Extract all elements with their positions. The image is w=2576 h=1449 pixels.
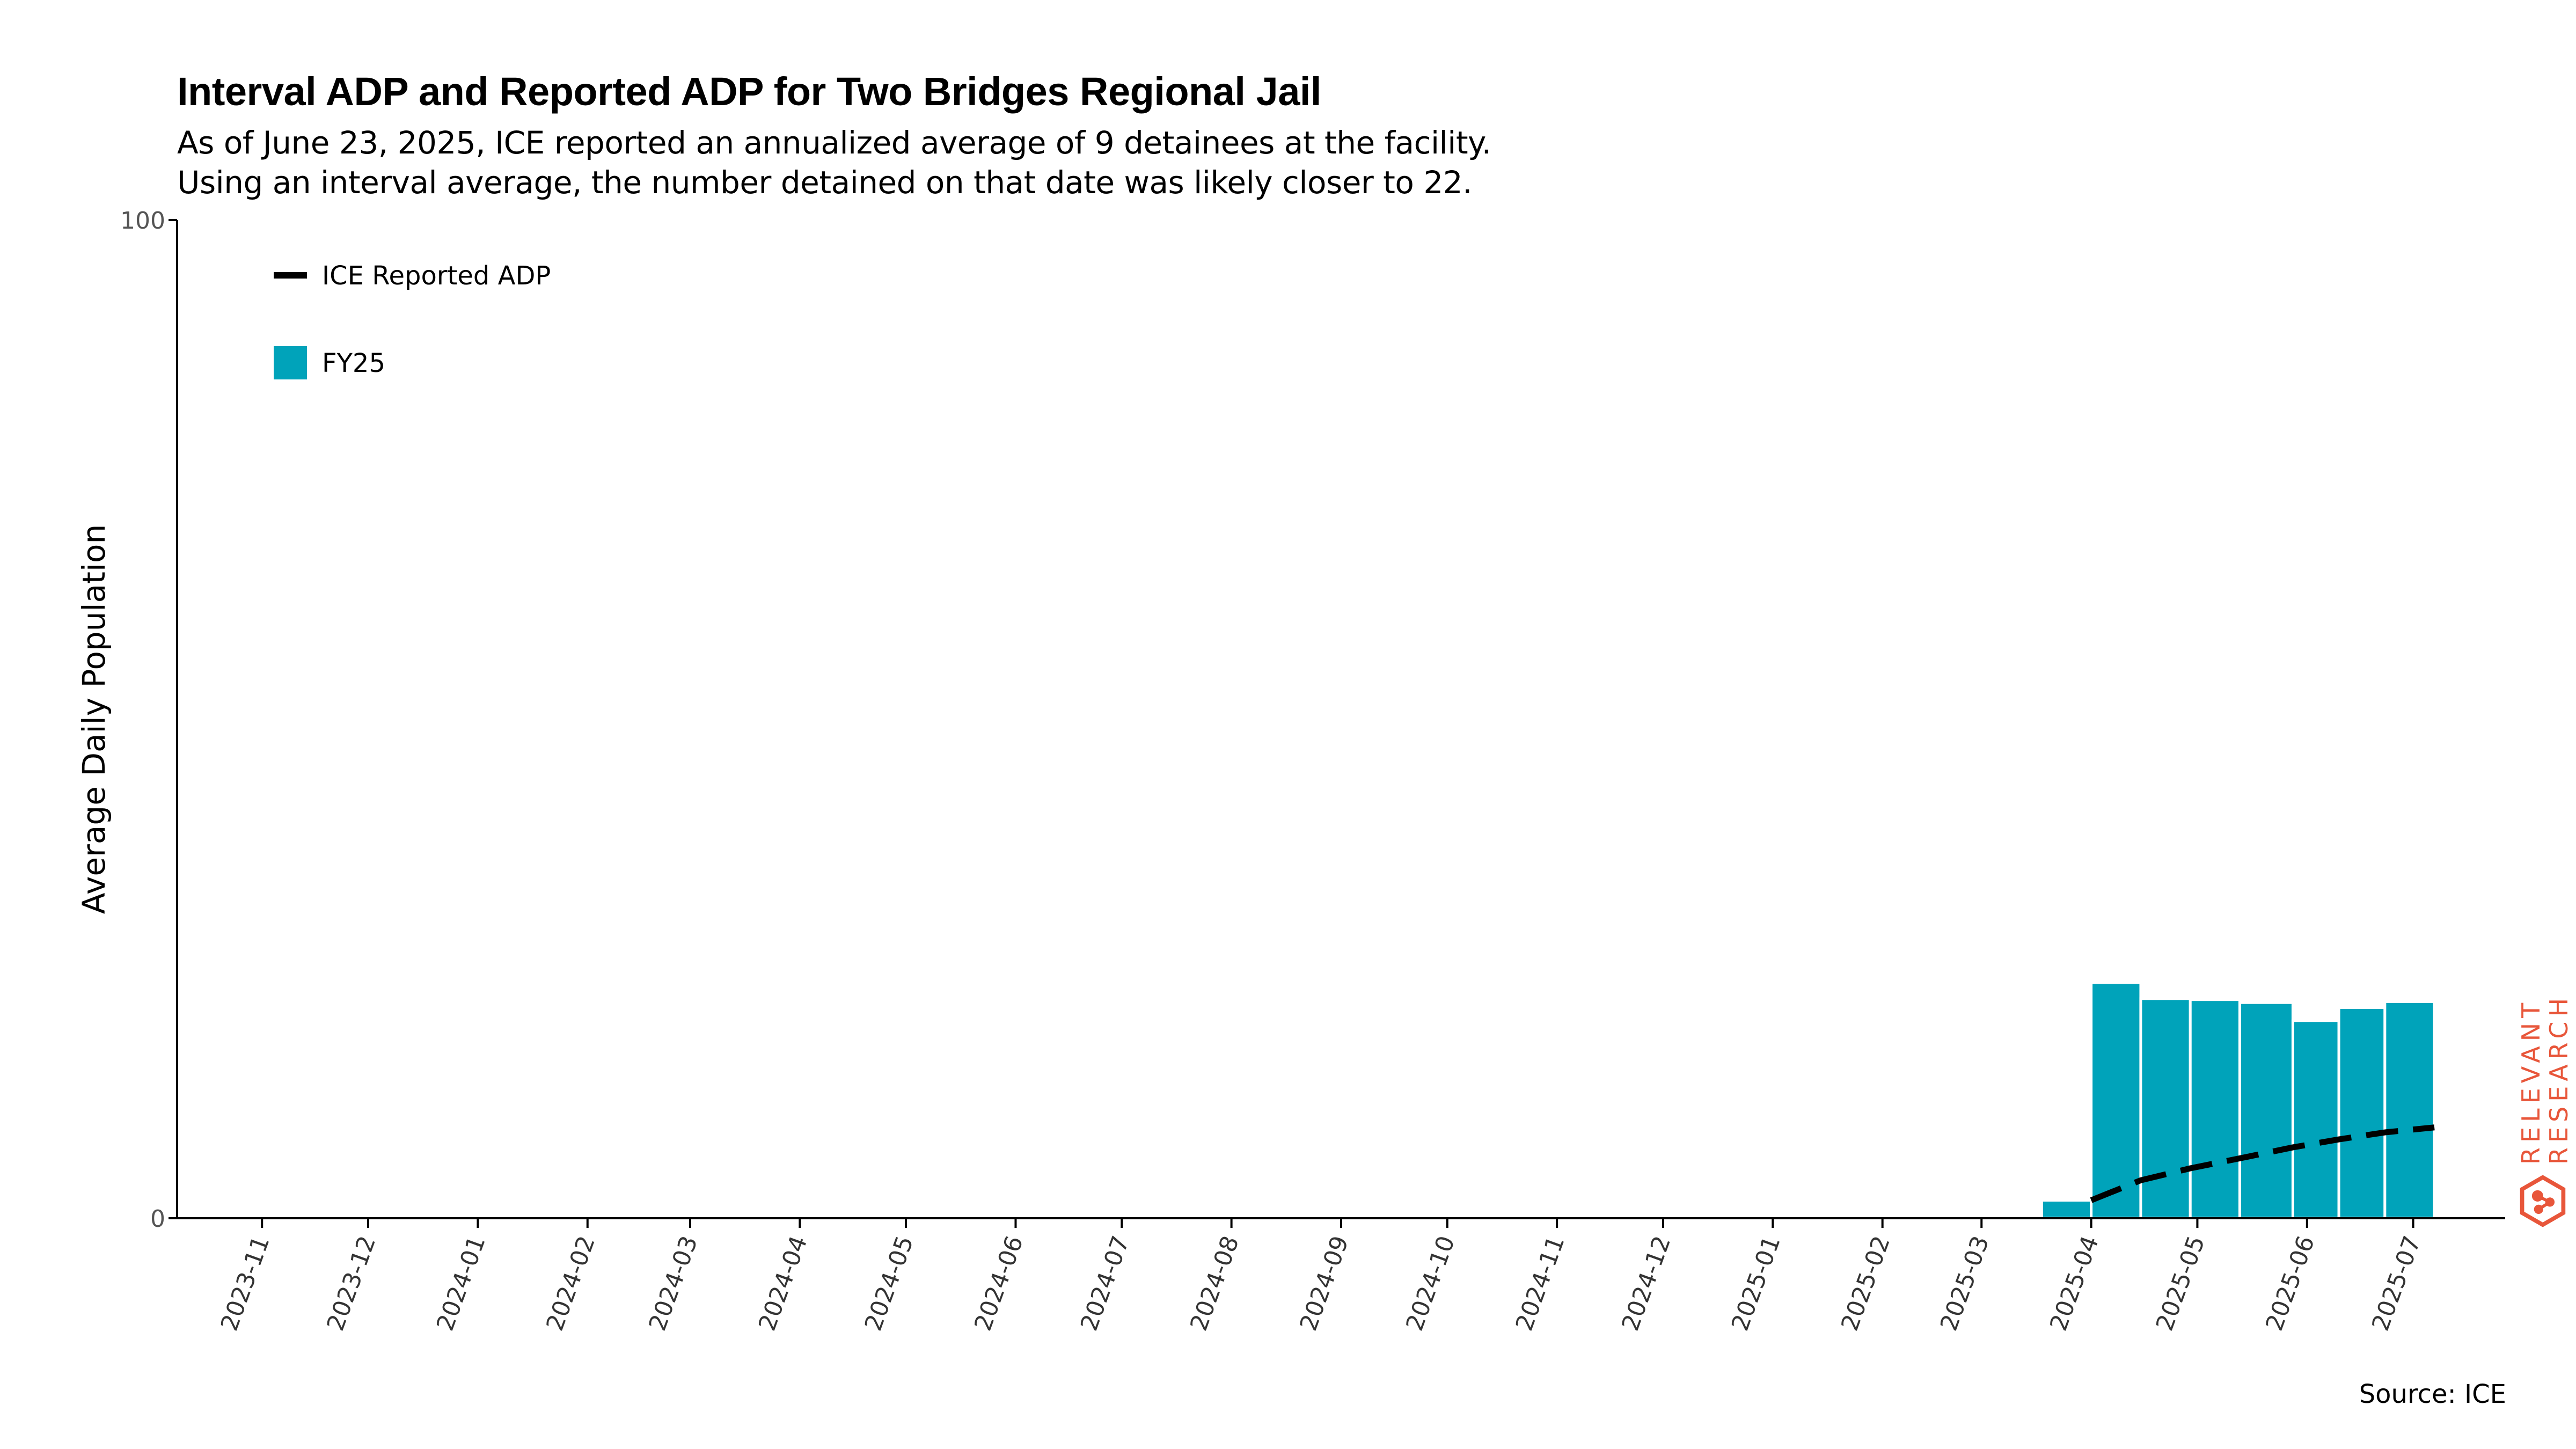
y-ticks: 0 100 [120, 207, 177, 1233]
legend: ICE Reported ADP FY25 [274, 261, 551, 379]
fy25-bar [2090, 981, 2142, 1220]
y-axis-label: Average Daily Population [76, 524, 112, 914]
fy25-bar [2291, 1019, 2340, 1220]
fy25-bar [2040, 1199, 2093, 1220]
fy25-bar [2238, 1001, 2294, 1220]
x-tick-label: 2025-01 [1726, 1232, 1786, 1334]
x-tick-label: 2025-03 [1935, 1232, 1995, 1334]
x-tick-label: 2025-07 [2367, 1232, 2426, 1334]
logo-line-1: RELEVANT [2516, 998, 2545, 1165]
x-tick-label: 2024-06 [969, 1232, 1029, 1334]
x-tick-label: 2024-11 [1511, 1232, 1570, 1334]
fy25-bar [2139, 997, 2192, 1220]
fy25-bar [2383, 1000, 2436, 1220]
line-layer [2090, 1124, 2435, 1203]
x-tick-label: 2024-02 [541, 1232, 601, 1334]
x-tick-label: 2023-12 [322, 1232, 382, 1334]
hexagon-network-icon [2520, 1175, 2566, 1227]
x-tick-label: 2025-04 [2045, 1232, 2104, 1334]
source-note: Source: ICE [2359, 1379, 2506, 1409]
x-tick-label: 2024-10 [1401, 1232, 1460, 1334]
logo-line-2: RESEARCH [2544, 993, 2573, 1165]
chart-title: Interval ADP and Reported ADP for Two Br… [177, 69, 1321, 114]
logo-wordmark: RELEVANT RESEARCH [2516, 939, 2576, 1165]
ice-reported-adp-line [2090, 1124, 2435, 1203]
x-tick-label: 2024-05 [860, 1232, 919, 1334]
x-tick-label: 2024-03 [643, 1232, 703, 1334]
y-tick-label: 100 [120, 207, 165, 235]
fy25-bar [2337, 1006, 2387, 1220]
x-tick-label: 2025-02 [1836, 1232, 1896, 1334]
x-tick-label: 2025-05 [2151, 1232, 2211, 1334]
chart-subtitle-line-2: Using an interval average, the number de… [177, 164, 1473, 201]
bars-layer [2040, 981, 2436, 1220]
relevant-research-logo: RELEVANT RESEARCH [2516, 993, 2576, 1227]
y-tick-label: 0 [150, 1205, 165, 1233]
x-tick-label: 2024-01 [431, 1232, 491, 1334]
x-tick-label: 2023-11 [216, 1232, 275, 1334]
legend-label-reported: ICE Reported ADP [322, 261, 551, 291]
x-ticks: 2023-11 2023-12 2024-01 2024-02 2024-03 2024-… [216, 1218, 2426, 1335]
fy25-bar [2189, 998, 2242, 1220]
legend-bar-swatch [274, 346, 307, 379]
x-tick-label: 2024-09 [1295, 1232, 1355, 1334]
chart-subtitle-line-1: As of June 23, 2025, ICE reported an ann… [177, 125, 1491, 161]
x-tick-label: 2024-04 [753, 1232, 813, 1334]
x-tick-label: 2024-07 [1075, 1232, 1135, 1334]
x-tick-label: 2024-08 [1185, 1232, 1245, 1334]
x-tick-label: 2024-12 [1616, 1232, 1676, 1334]
x-tick-label: 2025-06 [2260, 1232, 2320, 1334]
legend-label-fy25: FY25 [322, 348, 385, 378]
